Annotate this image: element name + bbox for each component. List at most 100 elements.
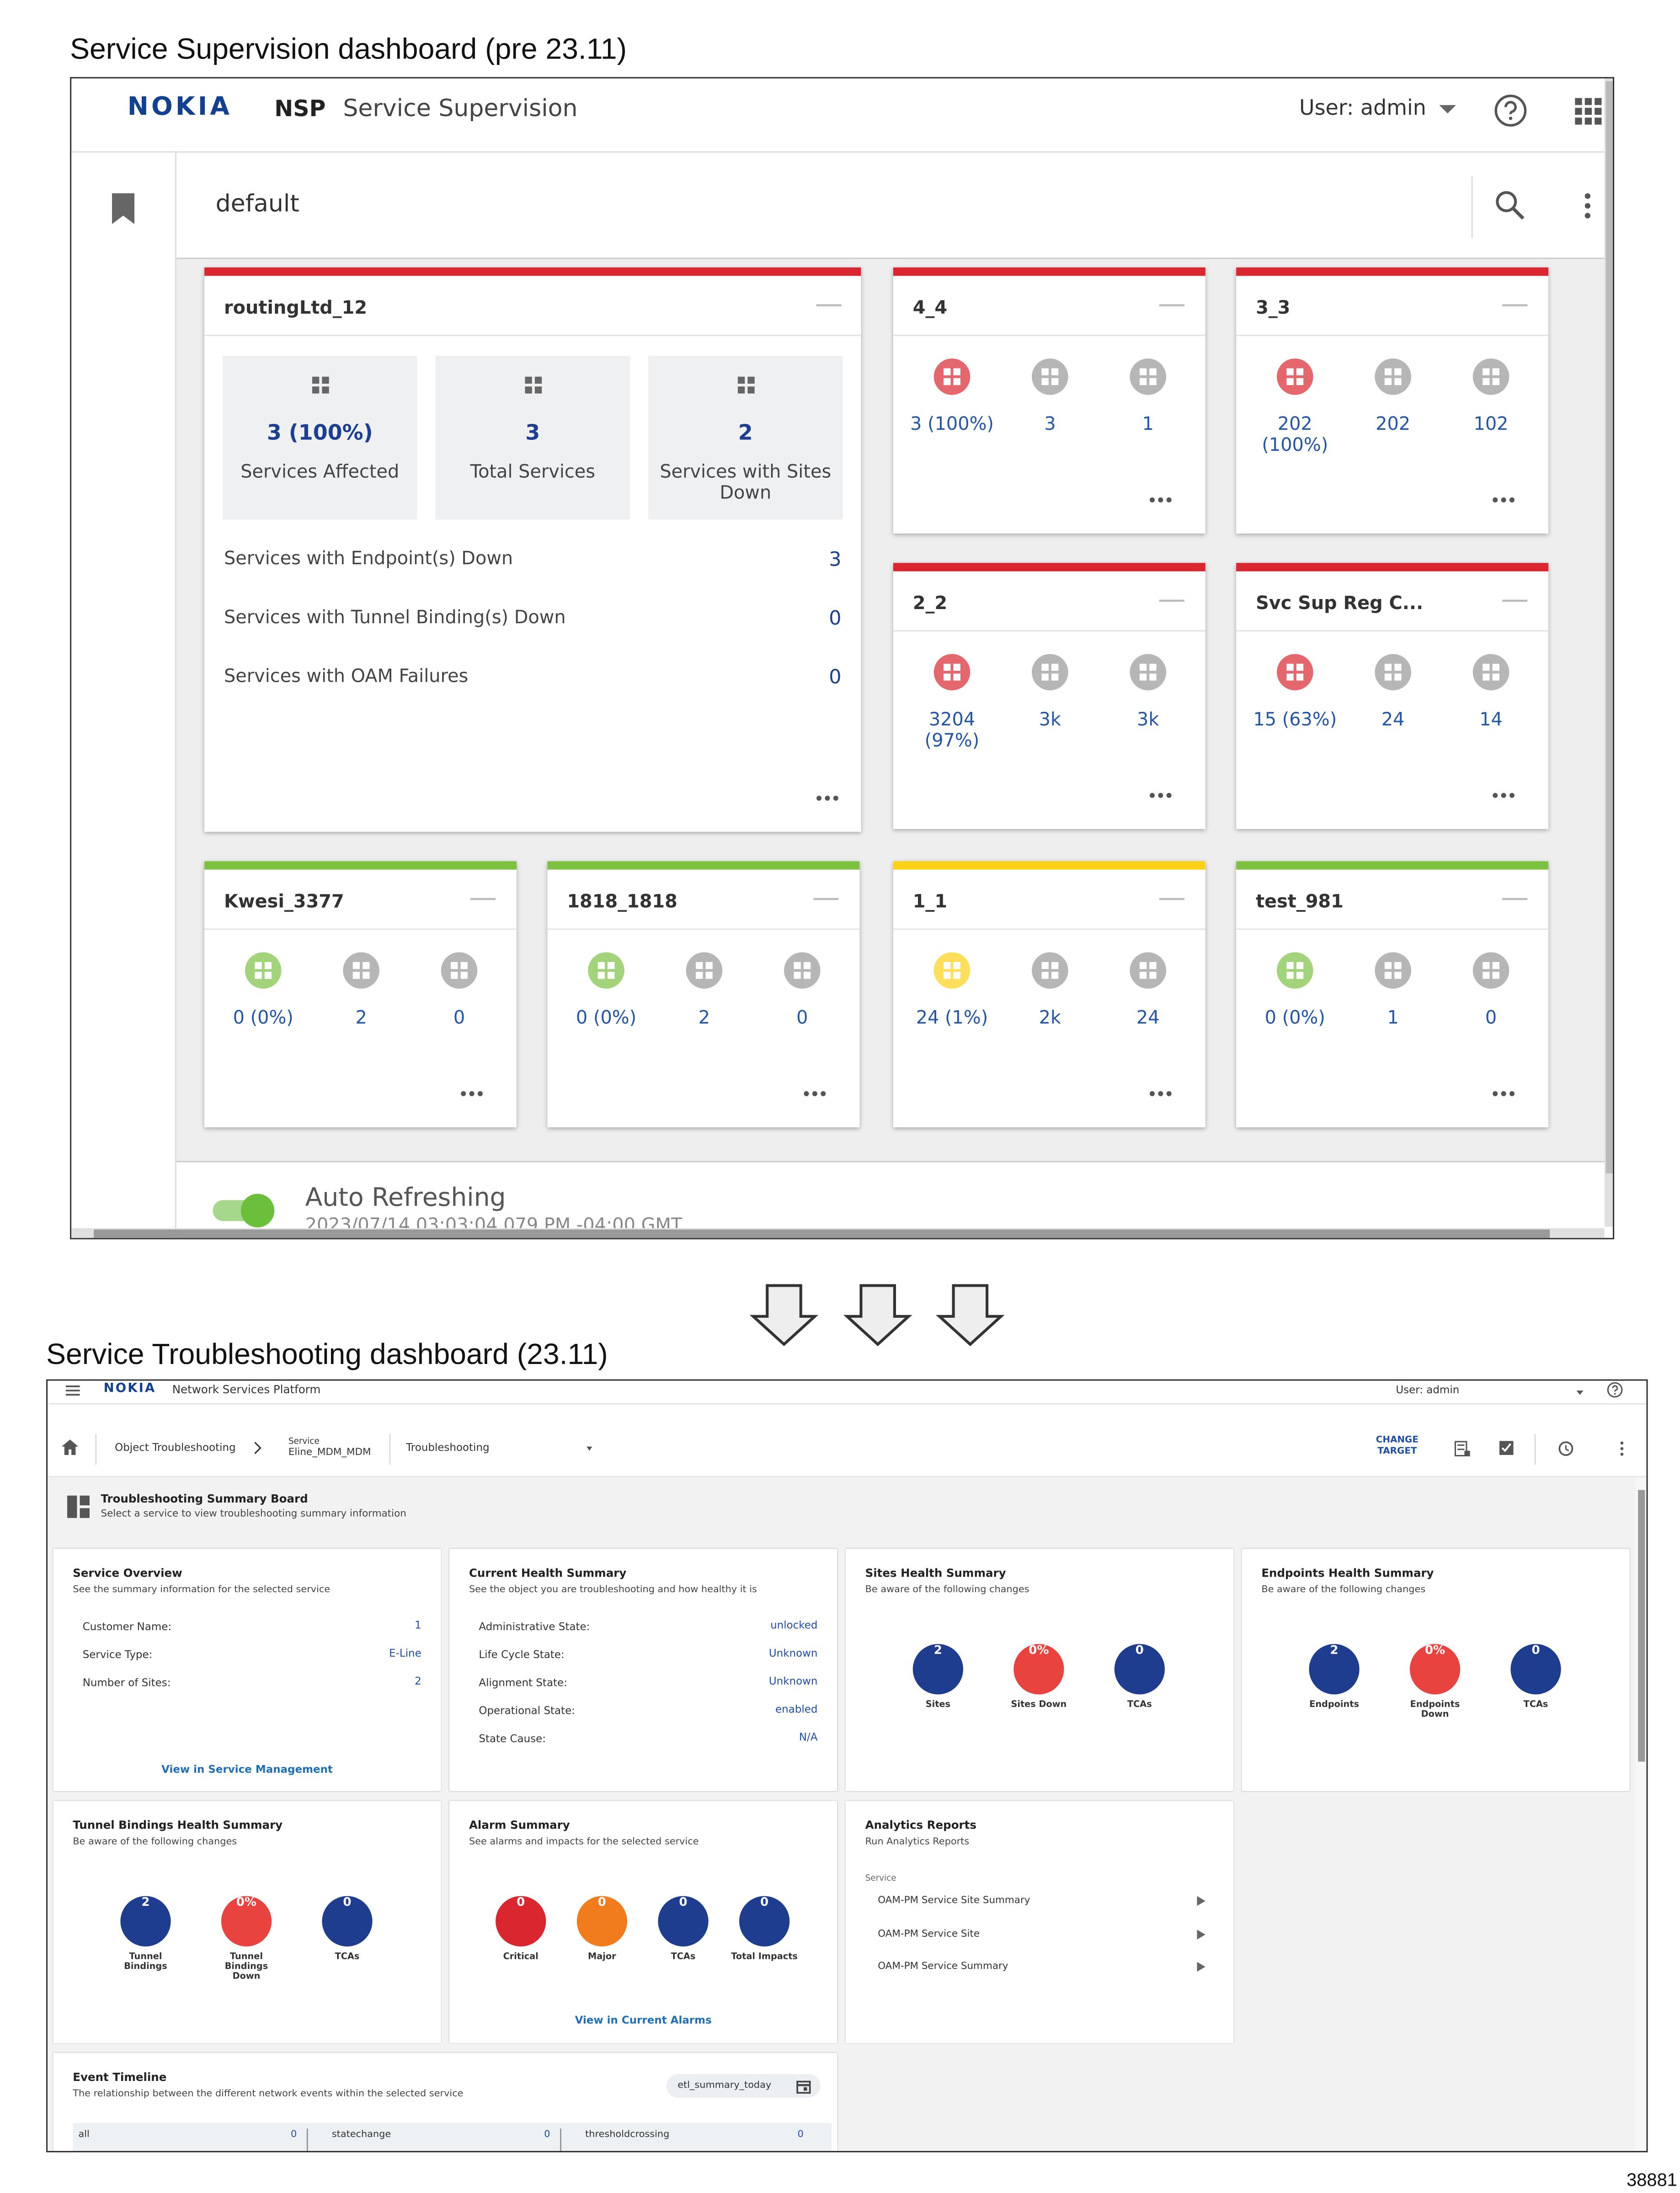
status-icon [686, 952, 723, 989]
kebab-button[interactable] [1584, 192, 1592, 220]
card-title: 1818_1818 [567, 892, 677, 913]
collapse-button[interactable] [1159, 599, 1184, 602]
collapse-button[interactable] [1502, 599, 1528, 602]
logo: NOKIA [103, 1382, 156, 1396]
more-menu[interactable] [1148, 496, 1173, 504]
menu-button[interactable] [65, 1385, 80, 1396]
collapse-button[interactable] [470, 898, 496, 900]
service-card[interactable]: Kwesi_3377 0 (0%) 2 0 [204, 861, 517, 1128]
metric-circle[interactable]: 0% [1013, 1644, 1064, 1695]
more-menu[interactable] [1491, 496, 1516, 504]
view-selector[interactable]: Troubleshooting [406, 1441, 490, 1454]
collapse-button[interactable] [1502, 304, 1528, 307]
field-label: Number of Sites: [82, 1676, 171, 1689]
report-run-arrow[interactable] [1197, 1962, 1205, 1972]
report-item[interactable]: OAM-PM Service Summary [878, 1960, 1008, 1972]
change-target-button[interactable]: CHANGE TARGET [1376, 1434, 1419, 1456]
user-menu[interactable]: User: admin [1396, 1383, 1460, 1396]
service-card[interactable]: routingLtd_12 3 (100%) Services Affected 3 T… [204, 267, 861, 832]
field-value: enabled [775, 1703, 818, 1716]
card-divider [893, 928, 1205, 930]
help-button[interactable] [1494, 94, 1528, 128]
tile-value: 3 [525, 420, 540, 445]
more-menu[interactable] [1148, 1090, 1173, 1098]
metric-circle[interactable]: 2 [120, 1896, 171, 1947]
auto-refresh-timestamp: 2023/07/14 03:03:04.079 PM -04:00 GMT [305, 1215, 683, 1228]
field-value: unlocked [770, 1619, 818, 1631]
report-run-arrow[interactable] [1197, 1929, 1205, 1939]
service-name[interactable]: Eline_MDM_MDM [288, 1446, 371, 1458]
service-card[interactable]: 1818_1818 0 (0%) 2 0 [547, 861, 860, 1128]
report-item[interactable]: OAM-PM Service Site [878, 1927, 980, 1939]
card-value: 0 (0%) [233, 1008, 293, 1029]
date-filter[interactable]: etl_summary_today [666, 2074, 821, 2098]
more-menu[interactable] [1148, 791, 1173, 799]
toolbar-icon[interactable] [1454, 1441, 1470, 1456]
card-divider [547, 928, 860, 930]
card-title: Kwesi_3377 [224, 892, 344, 913]
collapse-button[interactable] [1159, 898, 1184, 900]
metric-circle[interactable]: 2 [912, 1644, 963, 1695]
user-caret[interactable] [1439, 105, 1456, 117]
card-value: 24 [1381, 710, 1405, 731]
panel: Sites Health Summary Be aware of the foll… [845, 1549, 1234, 1791]
metric-circle[interactable]: 0 [1114, 1644, 1165, 1695]
search-button[interactable] [1495, 191, 1526, 221]
metric-circle[interactable]: 0% [221, 1896, 272, 1947]
panel-link[interactable]: View in Service Management [161, 1763, 333, 1776]
metric-circle[interactable]: 0 [322, 1896, 373, 1947]
panel-link[interactable]: View in Current Alarms [575, 2013, 712, 2027]
card-title: 1_1 [912, 892, 948, 913]
service-card[interactable]: 2_2 3204 (97%) 3k 3k [893, 563, 1205, 829]
auto-refresh-label: Auto Refreshing [305, 1183, 506, 1213]
toolbar-icon[interactable] [1499, 1439, 1514, 1455]
panel-subtitle: Run Analytics Reports [865, 1835, 970, 1847]
dashboard-name[interactable]: default [215, 190, 299, 219]
apps-button[interactable] [1575, 98, 1603, 126]
breadcrumb-item[interactable]: Object Troubleshooting [115, 1441, 236, 1454]
user-caret[interactable] [1576, 1391, 1584, 1395]
field-label: State Cause: [479, 1732, 546, 1745]
more-menu[interactable] [459, 1090, 485, 1098]
metric-circle[interactable]: 2 [1309, 1644, 1360, 1695]
service-card[interactable]: Svc Sup Reg C... 15 (63%) 24 14 [1236, 563, 1549, 829]
field-value: Unknown [768, 1647, 818, 1660]
history-button[interactable] [1558, 1441, 1574, 1456]
card-value: 202 (100%) [1262, 414, 1328, 457]
metric-circle[interactable]: 0 [496, 1896, 546, 1947]
metric-circle[interactable]: 0% [1409, 1644, 1461, 1695]
kebab-button[interactable] [1620, 1441, 1624, 1456]
status-icon [1032, 654, 1068, 690]
help-button[interactable] [1607, 1382, 1623, 1398]
collapse-button[interactable] [813, 898, 839, 900]
user-menu[interactable]: User: admin [1299, 95, 1426, 121]
field-label: Alignment State: [479, 1676, 567, 1689]
card-title: routingLtd_12 [224, 298, 368, 320]
caption: Service Supervision dashboard (pre 23.11… [70, 33, 627, 66]
report-run-arrow[interactable] [1197, 1896, 1205, 1906]
metric-circle[interactable]: 0 [739, 1896, 790, 1947]
auto-refresh-toggle[interactable] [213, 1193, 277, 1228]
collapse-button[interactable] [1502, 898, 1528, 900]
report-item[interactable]: OAM-PM Service Site Summary [878, 1894, 1030, 1906]
more-menu[interactable] [1491, 791, 1516, 799]
metric-circle[interactable]: 0 [1510, 1644, 1561, 1695]
more-menu[interactable] [1491, 1090, 1516, 1098]
service-card[interactable]: 1_1 24 (1%) 2k 24 [893, 861, 1205, 1128]
metric-circle[interactable]: 0 [576, 1896, 627, 1947]
service-card[interactable]: test_981 0 (0%) 1 0 [1236, 861, 1549, 1128]
status-icon [245, 952, 282, 989]
summary-tile: 3 (100%) Services Affected [222, 355, 417, 520]
service-card[interactable]: 4_4 3 (100%) 3 1 [893, 267, 1205, 534]
collapse-button[interactable] [816, 304, 842, 307]
field-label: Service Type: [82, 1648, 153, 1661]
metric-circle[interactable]: 0 [658, 1896, 709, 1947]
more-menu[interactable] [802, 1090, 827, 1098]
collapse-button[interactable] [1159, 304, 1184, 307]
bookmark-button[interactable] [112, 193, 134, 224]
more-menu[interactable] [815, 794, 840, 802]
home-button[interactable] [61, 1439, 79, 1455]
view-caret[interactable] [587, 1446, 592, 1451]
service-card[interactable]: 3_3 202 (100%) 202 102 [1236, 267, 1549, 534]
